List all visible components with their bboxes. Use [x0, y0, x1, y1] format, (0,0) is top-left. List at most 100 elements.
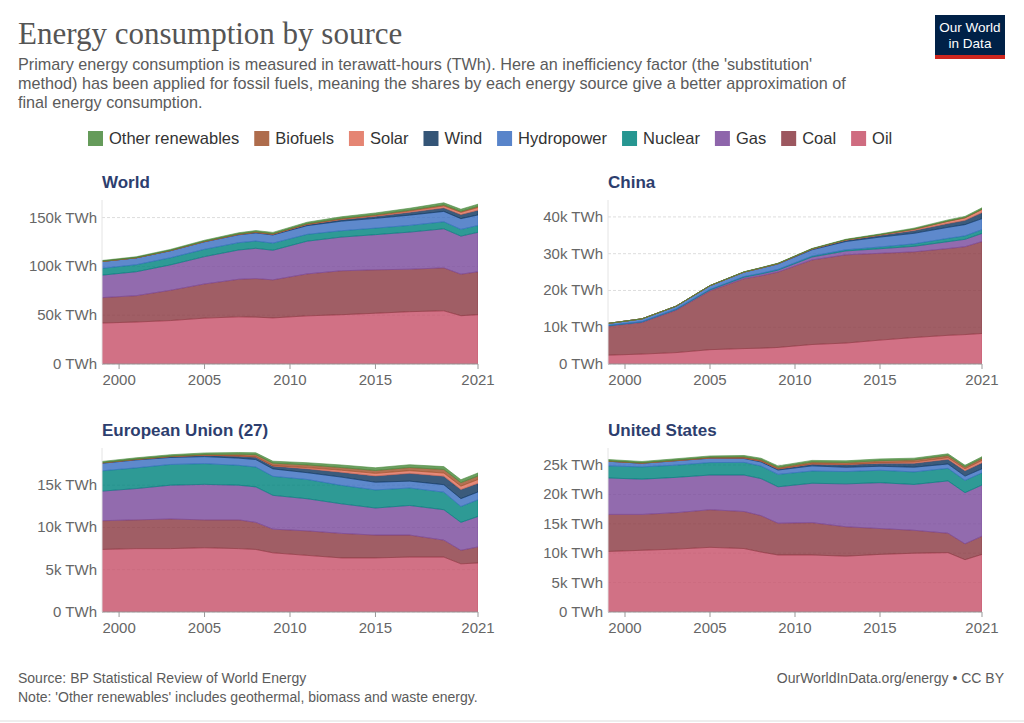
x-tick-label: 2000	[102, 371, 135, 388]
x-tick-label: 2021	[461, 371, 494, 388]
area	[102, 455, 478, 489]
areas	[608, 454, 982, 612]
logo-text: Our World	[939, 20, 1000, 35]
legend-label: Coal	[802, 129, 836, 147]
logo-box	[935, 15, 1005, 56]
x-tick	[375, 364, 376, 369]
legend-label: Hydropower	[518, 129, 607, 147]
legend-label: Nuclear	[643, 129, 700, 147]
x-tick	[625, 364, 626, 369]
panel-title: United States	[608, 421, 717, 440]
note: Note: 'Other renewables' includes geothe…	[18, 689, 478, 705]
panel: European Union (27)0 TWh5k TWh10k TWh15k…	[37, 421, 494, 636]
x-tick-label: 2000	[102, 619, 135, 636]
areas	[102, 453, 478, 612]
y-tick-label: 40k TWh	[543, 208, 603, 225]
y-tick-label: 5k TWh	[46, 561, 97, 578]
area	[102, 548, 478, 612]
y-tick-label: 30k TWh	[543, 245, 603, 262]
legend-swatch	[349, 131, 364, 146]
legend-label: Oil	[872, 129, 892, 147]
y-tick-label: 20k TWh	[543, 485, 603, 502]
y-tick-label: 0 TWh	[559, 603, 603, 620]
x-tick	[478, 612, 479, 617]
y-tick-label: 150k TWh	[29, 209, 97, 226]
y-tick-label: 50k TWh	[37, 306, 97, 323]
area	[102, 208, 478, 262]
source: Source: BP Statistical Review of World E…	[18, 670, 306, 686]
panel-title: China	[608, 173, 656, 192]
area	[608, 208, 982, 324]
legend-swatch	[781, 131, 796, 146]
area	[608, 475, 982, 544]
x-tick	[880, 364, 881, 369]
y-tick-label: 5k TWh	[552, 574, 603, 591]
y-tick-label: 15k TWh	[37, 476, 97, 493]
area	[608, 213, 982, 324]
y-tick-label: 10k TWh	[543, 318, 603, 335]
x-tick-label: 2005	[188, 371, 221, 388]
legend-label: Wind	[444, 129, 482, 147]
y-axis-line	[608, 448, 609, 612]
legend-swatch	[715, 131, 730, 146]
x-tick	[119, 364, 120, 369]
x-tick-label: 2021	[965, 619, 998, 636]
logo-bar	[935, 55, 1005, 59]
x-tick-label: 2010	[273, 619, 306, 636]
x-tick	[290, 364, 291, 369]
y-tick-label: 0 TWh	[559, 355, 603, 372]
area	[608, 219, 982, 326]
subtitle: method) has been applied for fossil fuel…	[18, 74, 846, 92]
x-tick	[710, 364, 711, 369]
x-tick-label: 2010	[778, 371, 811, 388]
x-tick	[204, 612, 205, 617]
y-tick-label: 100k TWh	[29, 257, 97, 274]
legend-swatch	[497, 131, 512, 146]
x-tick	[880, 612, 881, 617]
x-tick-label: 2015	[359, 619, 392, 636]
area	[608, 454, 982, 468]
area	[102, 454, 478, 486]
x-tick	[982, 612, 983, 617]
x-tick-label: 2005	[693, 619, 726, 636]
logo-text: in Data	[949, 36, 992, 51]
x-tick-label: 2000	[608, 371, 641, 388]
x-tick-label: 2000	[608, 619, 641, 636]
title: Energy consumption by source	[18, 16, 402, 51]
area	[608, 547, 982, 612]
chart-root: Energy consumption by sourcePrimary ener…	[0, 0, 1024, 723]
legend-label: Other renewables	[109, 129, 239, 147]
y-tick-label: 10k TWh	[543, 544, 603, 561]
panel-title: World	[102, 173, 150, 192]
y-tick-label: 10k TWh	[37, 518, 97, 535]
areas	[102, 203, 478, 364]
legend-label: Biofuels	[275, 129, 334, 147]
x-tick	[625, 612, 626, 617]
areas	[608, 208, 982, 364]
area	[102, 211, 478, 268]
legend-label: Gas	[736, 129, 766, 147]
x-tick-label: 2010	[273, 371, 306, 388]
x-tick	[795, 612, 796, 617]
y-axis-line	[608, 200, 609, 364]
legend-label: Solar	[370, 129, 409, 147]
y-axis-line	[102, 200, 103, 364]
x-tick-label: 2021	[461, 619, 494, 636]
y-tick-label: 25k TWh	[543, 456, 603, 473]
panel: United States0 TWh5k TWh10k TWh15k TWh20…	[543, 421, 998, 636]
x-tick	[478, 364, 479, 369]
subtitle: final energy consumption.	[18, 93, 202, 111]
legend: Other renewables Biofuels Solar Wind Hydropo…	[88, 129, 892, 147]
x-tick-label: 2010	[778, 619, 811, 636]
x-tick	[982, 364, 983, 369]
legend-swatch	[423, 131, 438, 146]
x-tick	[795, 364, 796, 369]
x-tick	[290, 612, 291, 617]
x-tick-label: 2005	[693, 371, 726, 388]
bottom-rule	[0, 721, 1024, 722]
panel: World0 TWh50k TWh100k TWh150k TWh2000200…	[29, 173, 495, 388]
credit: OurWorldInData.org/energy • CC BY	[777, 670, 1005, 686]
legend-swatch	[254, 131, 269, 146]
panel: China0 TWh10k TWh20k TWh30k TWh40k TWh20…	[543, 173, 998, 388]
x-tick-label: 2015	[863, 371, 896, 388]
